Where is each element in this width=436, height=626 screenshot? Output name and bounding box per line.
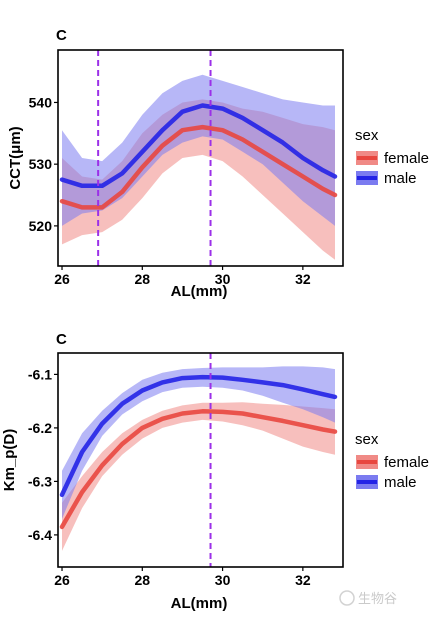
watermark-logo-icon: [339, 590, 355, 606]
kmp-x-tick-label: 30: [215, 572, 231, 588]
kmp-female-line: [59, 409, 338, 530]
kmp-y-axis-title: Km_p(D): [1, 429, 18, 492]
kmp-y-tick-label: -6.1: [28, 366, 52, 382]
kmp-x-tick-label: 26: [54, 572, 70, 588]
watermark-text: 生物谷: [358, 591, 397, 606]
cct-male-line: [59, 103, 338, 189]
kmp-legend: sex female male: [355, 431, 429, 491]
kmp-male-line: [59, 374, 338, 498]
kmp-x-tick-label: 32: [295, 572, 311, 588]
kmp-panel: C AL(mm) Km_p(D) 26 28 30 32 -6.1 -6.2 -6.3 -6.…: [1, 331, 344, 612]
kmp-plot-frame: [57, 352, 344, 568]
kmp-legend-female-label: female: [384, 454, 429, 471]
cct-y-tick-label: 540: [29, 94, 53, 110]
kmp-legend-title: sex: [355, 431, 379, 448]
cct-x-tick-label: 32: [295, 271, 311, 287]
cct-y-tick-label: 530: [29, 156, 53, 172]
kmp-x-tick-label: 28: [135, 572, 151, 588]
cct-legend: sex female male: [355, 127, 429, 187]
cct-x-tick-label: 30: [215, 271, 231, 287]
kmp-y-tick-label: -6.3: [28, 473, 52, 489]
cct-y-axis-title: CCT(μm): [7, 126, 24, 189]
cct-panel-letter: C: [56, 27, 67, 44]
kmp-y-tick-label: -6.2: [28, 420, 52, 436]
watermark: 生物谷: [339, 590, 397, 606]
cct-x-tick-label: 26: [54, 271, 70, 287]
cct-legend-female-label: female: [384, 150, 429, 167]
cct-x-tick-label: 28: [135, 271, 151, 287]
cct-legend-male-label: male: [384, 170, 417, 187]
kmp-panel-letter: C: [56, 331, 67, 348]
cct-plot-frame: [57, 49, 344, 267]
kmp-legend-male-label: male: [384, 474, 417, 491]
cct-y-tick-label: 520: [29, 218, 53, 234]
cct-female-line: [59, 124, 338, 210]
kmp-x-axis-title: AL(mm): [171, 595, 228, 612]
cct-male-ci-band: [62, 74, 335, 226]
cct-legend-title: sex: [355, 127, 379, 144]
cct-x-axis-title: AL(mm): [171, 283, 228, 300]
kmp-y-tick-label: -6.4: [28, 527, 52, 543]
cct-panel: C AL(mm) CCT(μm) 26 28 30 32 520 530 540: [7, 27, 344, 300]
kmp-male-ci-band: [62, 366, 335, 519]
